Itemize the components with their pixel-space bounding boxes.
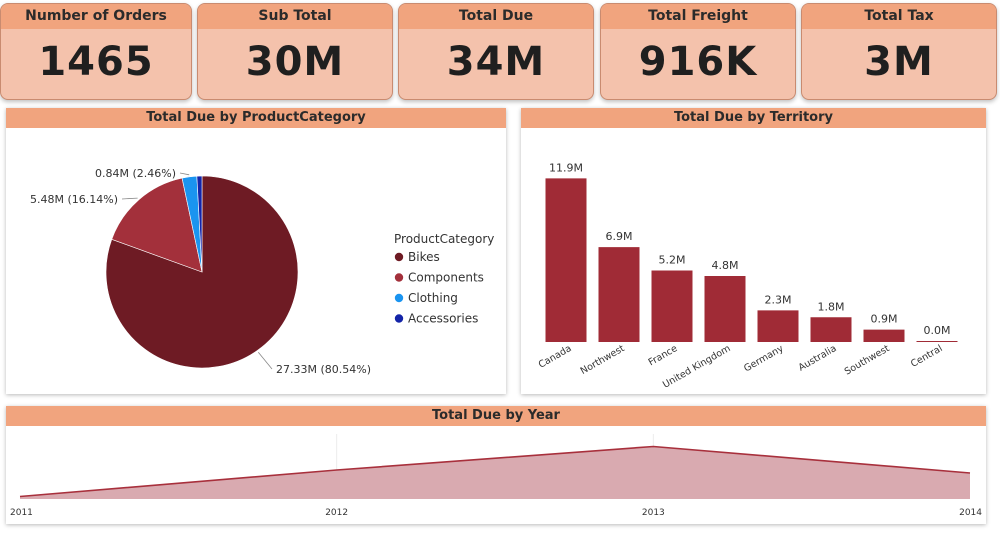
legend-title: ProductCategory: [394, 232, 494, 246]
x-axis-tick-label: Southwest: [843, 343, 892, 378]
kpi-label: Number of Orders: [1, 4, 191, 29]
bar-united-kingdom: [704, 276, 746, 342]
bar-chart-title: Total Due by Territory: [521, 108, 986, 128]
bar-chart[interactable]: 11.9MCanada6.9MNorthwest5.2MFrance4.8MUn…: [521, 128, 986, 394]
x-axis-tick-label: 2014: [959, 508, 982, 518]
pie-data-label: 27.33M (80.54%): [276, 363, 371, 376]
pie-data-label: 0.84M (2.46%): [95, 167, 176, 180]
bar-canada: [545, 178, 587, 342]
kpi-value: 916K: [638, 39, 758, 85]
legend-marker-bikes: [394, 252, 404, 262]
legend-item-accessories: Accessories: [408, 312, 478, 326]
bar-data-label: 4.8M: [712, 259, 739, 272]
bar-data-label: 6.9M: [606, 230, 633, 243]
bar-france: [651, 270, 693, 342]
pie-leader-line: [257, 351, 273, 370]
kpi-card-orders: Number of Orders 1465: [0, 3, 192, 100]
pie-leader-line: [121, 197, 138, 200]
pie-chart-panel: Total Due by ProductCategory ProductCate…: [6, 108, 506, 394]
bar-data-label: 1.8M: [818, 300, 845, 313]
bar-data-label: 5.2M: [659, 254, 686, 267]
bar-data-label: 0.0M: [924, 324, 951, 337]
kpi-value: 34M: [446, 39, 546, 85]
area-fill: [20, 446, 970, 499]
bar-northwest: [598, 247, 640, 342]
kpi-card-subtotal: Sub Total 30M: [197, 3, 393, 100]
legend-marker-components: [394, 273, 404, 282]
legend-item-clothing: Clothing: [408, 291, 458, 305]
kpi-label: Total Freight: [601, 4, 795, 29]
kpi-value: 1465: [38, 39, 154, 85]
x-axis-tick-label: 2011: [10, 508, 33, 518]
pie-chart-title: Total Due by ProductCategory: [6, 108, 506, 128]
x-axis-tick-label: Canada: [537, 343, 574, 371]
kpi-card-total-due: Total Due 34M: [398, 3, 594, 100]
pie-leader-line: [179, 172, 190, 176]
bar-chart-panel: Total Due by Territory 11.9M Canada 6.9M No…: [521, 108, 986, 394]
x-axis-tick-label: Central: [909, 343, 944, 370]
kpi-value: 3M: [864, 39, 934, 85]
x-axis-tick-label: Germany: [742, 343, 786, 375]
x-axis-tick-label: 2013: [642, 508, 665, 518]
bar-australia: [810, 317, 852, 342]
kpi-label: Sub Total: [198, 4, 392, 29]
area-chart-title: Total Due by Year: [6, 406, 986, 426]
area-line: [19, 445, 971, 498]
bar-data-label: 0.9M: [871, 313, 898, 326]
pie-data-label: 5.48M (16.14%): [30, 193, 118, 206]
legend-marker-accessories: [394, 314, 404, 323]
area-chart-panel: Total Due by Year 2011 2012 2013 2014: [6, 406, 986, 524]
pie-slice-accessories: [196, 175, 203, 273]
pie-slice-bikes: [105, 175, 299, 369]
x-axis-tick-label: Australia: [797, 343, 839, 374]
pie-chart[interactable]: ProductCategory 27.33M (80.54%) 5.48M (16…: [6, 128, 506, 394]
legend-item-components: Components: [408, 271, 484, 285]
bar-germany: [757, 310, 799, 342]
legend-marker-clothing: [394, 293, 404, 303]
bar-southwest: [863, 329, 905, 342]
kpi-label: Total Tax: [802, 4, 996, 29]
bar-data-label: 2.3M: [765, 293, 792, 306]
area-chart[interactable]: 2011 2012 2013 2014: [6, 426, 986, 524]
kpi-label: Total Due: [399, 4, 593, 29]
pie-slice-components: [111, 177, 203, 273]
kpi-value: 30M: [245, 39, 345, 85]
kpi-card-freight: Total Freight 916K: [600, 3, 796, 100]
kpi-card-tax: Total Tax 3M: [801, 3, 997, 100]
x-axis-tick-label: 2012: [325, 508, 348, 518]
bar-data-label: 11.9M: [549, 161, 583, 174]
bar-central: [916, 341, 958, 342]
x-axis-tick-label: France: [647, 343, 680, 368]
legend-item-bikes: Bikes: [408, 250, 440, 264]
x-axis-tick-label: Northwest: [579, 343, 627, 377]
